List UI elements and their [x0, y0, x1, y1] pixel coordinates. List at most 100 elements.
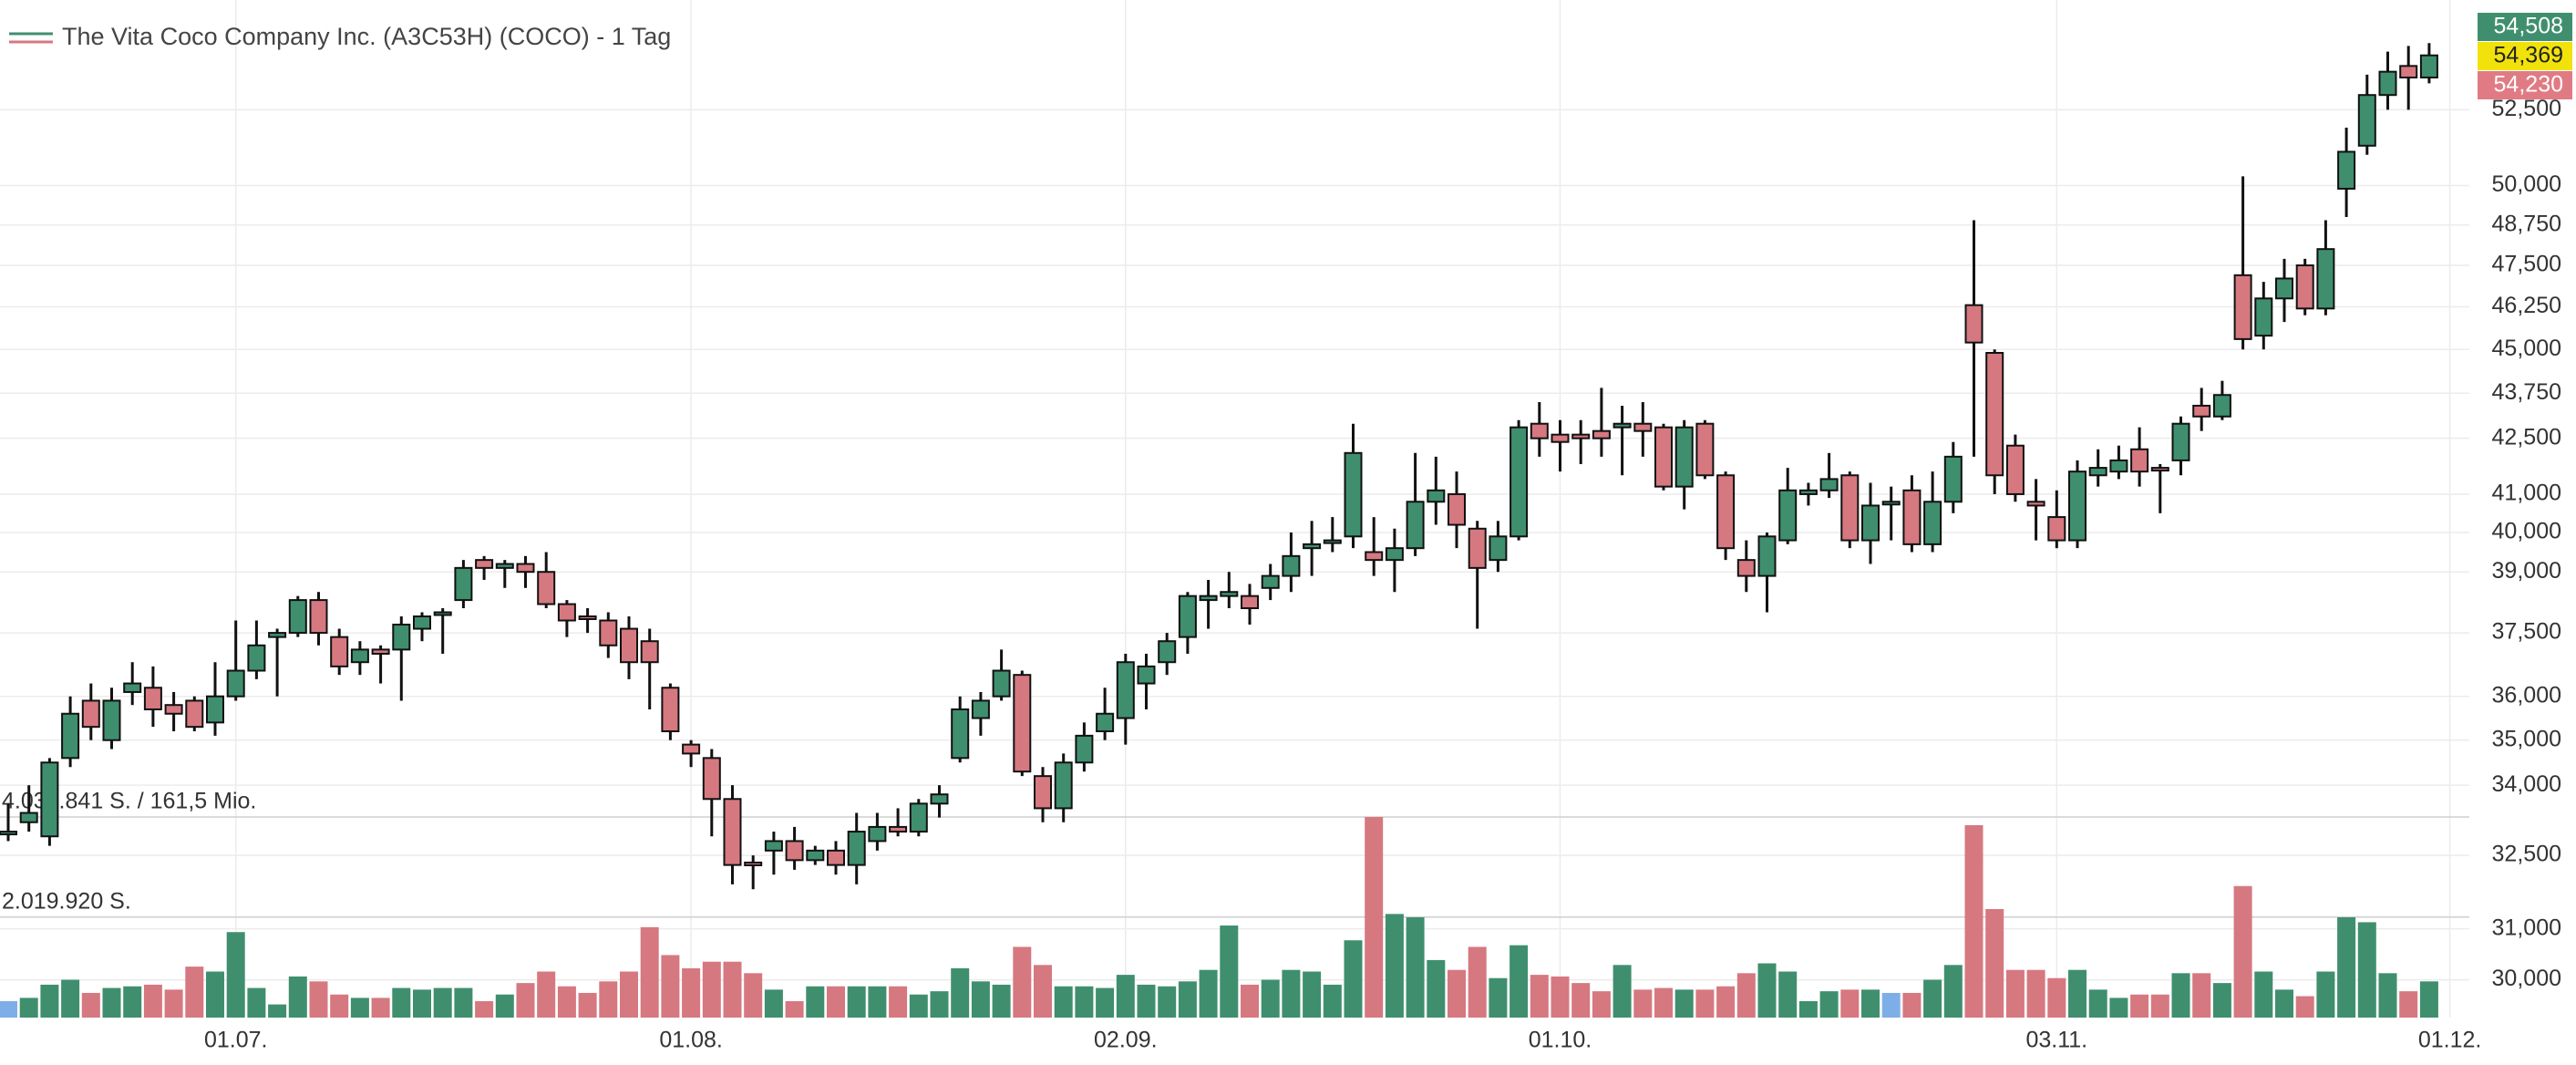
candles: [0, 43, 2438, 890]
volume-bar: [2192, 973, 2211, 1018]
volume-bar: [785, 1000, 804, 1018]
volume-bar: [2419, 981, 2438, 1018]
candle-body: [537, 571, 556, 605]
volume-bar: [1571, 983, 1591, 1018]
volume-bar: [1116, 975, 1135, 1018]
candle-body: [454, 566, 473, 602]
candle-body: [475, 559, 494, 569]
volume-bar: [2130, 994, 2149, 1018]
volume-bar: [1385, 914, 1404, 1018]
candle-body: [1158, 640, 1177, 664]
candle-body: [2254, 297, 2273, 337]
volume-bar: [1241, 984, 1259, 1018]
volume-bar: [1964, 824, 1984, 1018]
volume-bar: [1819, 991, 1839, 1018]
volume-bar: [268, 1004, 287, 1018]
candle-body: [2316, 248, 2335, 310]
candle-body: [2150, 467, 2169, 472]
y-tick-label: 30,000: [2492, 966, 2561, 991]
candle-body: [702, 757, 721, 801]
volume-bar: [433, 987, 452, 1018]
volume-bar: [226, 932, 245, 1018]
volume-bar: [2295, 996, 2314, 1018]
y-tick-label: 31,000: [2492, 915, 2561, 940]
y-tick-label: 39,000: [2492, 558, 2561, 584]
volume-bar: [537, 971, 556, 1018]
volume-bar: [350, 998, 369, 1018]
volume-bar: [1261, 979, 1280, 1018]
candle-body: [847, 831, 866, 866]
volume-bar: [1448, 969, 1466, 1018]
candle-body: [620, 627, 638, 664]
volume-bar: [578, 992, 597, 1018]
volume-level-label: 4.030.841 S. / 161,5 Mio.: [2, 789, 256, 814]
candle-body: [723, 798, 742, 866]
candle-body: [1344, 451, 1363, 538]
candle-body: [185, 699, 204, 729]
volume-bar: [682, 967, 701, 1018]
x-tick-label: 01.12.: [2418, 1028, 2482, 1053]
volume-bar: [2171, 973, 2190, 1018]
candle-body: [744, 861, 763, 866]
candle-body: [2026, 501, 2045, 507]
volume-bar: [1489, 977, 1508, 1018]
volume-bar: [2233, 885, 2252, 1018]
candle-body: [2192, 404, 2211, 418]
volume-bar: [1551, 976, 1570, 1018]
volume-bar: [2254, 971, 2273, 1018]
y-tick-label: 46,250: [2492, 293, 2561, 318]
y-tick-label: 48,750: [2492, 211, 2561, 236]
volume-bar: [889, 986, 908, 1018]
volume-bar: [330, 994, 349, 1018]
volume-bar: [1592, 991, 1611, 1018]
volume-bar: [1158, 986, 1177, 1018]
price-label-box: [2478, 71, 2572, 99]
y-tick-label: 52,500: [2492, 96, 2561, 121]
volume-bar: [557, 986, 576, 1018]
chart-title: The Vita Coco Company Inc. (A3C53H) (COC…: [62, 23, 671, 50]
volume-bar: [475, 1000, 494, 1018]
candle-body: [350, 648, 369, 664]
volume-bar: [1220, 925, 1239, 1018]
volume-bar: [0, 1000, 17, 1018]
x-tick-label: 02.09.: [1094, 1028, 1158, 1053]
candle-body: [143, 687, 162, 710]
volume-bar: [1199, 969, 1218, 1018]
candle-body: [1571, 433, 1591, 439]
volume-bar: [185, 967, 204, 1018]
volume-bar: [1943, 965, 1963, 1018]
volume-bar: [123, 986, 142, 1018]
candle-body: [827, 849, 845, 866]
volume-bar: [1757, 963, 1777, 1018]
candle-body: [1985, 352, 2004, 477]
volume-bar: [599, 981, 618, 1018]
volume-bar: [1923, 979, 1942, 1018]
candle-body: [1613, 422, 1632, 429]
volume-bar: [288, 976, 307, 1018]
volume-bar: [1323, 984, 1342, 1018]
candle-body: [785, 840, 804, 862]
volume-bar: [1736, 973, 1756, 1018]
candle-body: [1406, 501, 1425, 550]
volume-bar: [81, 992, 100, 1018]
volume-bar: [1861, 989, 1880, 1018]
y-tick-label: 36,000: [2492, 682, 2561, 708]
candle-body: [1137, 665, 1156, 685]
volume-bar: [309, 981, 328, 1018]
candle-body: [764, 840, 783, 852]
candle-body: [971, 699, 990, 719]
volume-bar: [2047, 977, 2066, 1018]
candle-body: [2337, 150, 2356, 190]
candle-body: [1757, 535, 1777, 577]
candle-body: [288, 599, 307, 635]
candle-body: [2068, 470, 2087, 542]
candle-body: [1054, 761, 1073, 810]
candle-body: [247, 644, 266, 672]
volume-bar: [1633, 989, 1653, 1018]
candle-body: [1716, 474, 1736, 550]
candle-body: [1674, 426, 1694, 488]
candle-body: [2378, 70, 2397, 97]
candle-body: [309, 599, 328, 635]
volume-bar: [951, 967, 970, 1018]
volume-bar: [1530, 975, 1549, 1018]
